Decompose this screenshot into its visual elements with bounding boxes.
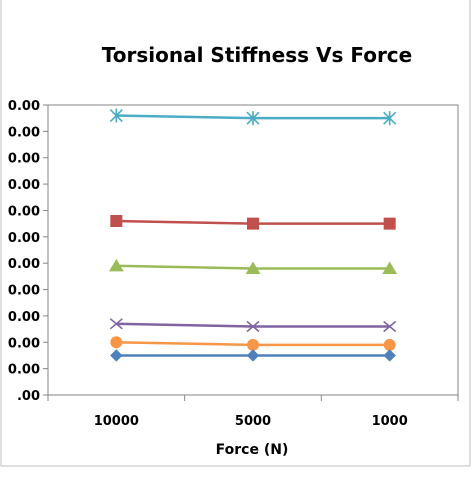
y-tick-label: 0.00: [8, 204, 40, 219]
plot-area-border: [47, 104, 459, 396]
data-series: [109, 318, 397, 333]
data-series: [110, 349, 396, 362]
x-tick-label: 5000: [235, 414, 271, 429]
data-series: [109, 108, 397, 126]
x-marker: [109, 318, 123, 330]
square-marker: [383, 217, 396, 230]
square-marker: [110, 215, 123, 227]
y-tick-label: 0.00: [8, 336, 40, 351]
x-axis-label: Force (N): [216, 442, 289, 458]
star-marker: [383, 111, 397, 126]
y-tick-label: 0.00: [8, 284, 40, 299]
star-marker: [109, 108, 123, 123]
chart-title: Torsional Stiffness Vs Force: [102, 43, 412, 67]
data-series: [110, 215, 396, 230]
series-layer: [108, 108, 398, 362]
star-marker: [246, 111, 260, 126]
y-tick-label: 0.00: [8, 310, 40, 325]
axes: .00 0.00 0.00 0.00 0.00 0.00 0.00 0.00 0.00 0.00 0…: [8, 99, 459, 429]
chart-area-border: [0, 0, 471, 467]
y-tick-label: 0.00: [8, 178, 40, 193]
x-marker: [246, 320, 260, 333]
x-tick-label: 10000: [94, 414, 139, 429]
circle-marker: [383, 338, 396, 351]
x-tick-label: 1000: [372, 414, 408, 429]
diamond-marker: [110, 349, 123, 362]
diamond-marker: [246, 349, 260, 362]
data-series: [108, 258, 398, 274]
data-series: [110, 336, 396, 351]
y-tick-label: 0.00: [8, 152, 40, 167]
square-marker: [247, 217, 259, 230]
circle-marker: [247, 338, 259, 351]
y-tick-label: .00: [17, 389, 40, 404]
y-tick-label: 0.00: [8, 125, 40, 140]
x-marker: [383, 320, 397, 333]
triangle-marker: [382, 261, 398, 274]
triangle-marker: [245, 261, 261, 274]
y-tick-label: 0.00: [8, 99, 40, 114]
circle-marker: [110, 336, 123, 349]
triangle-marker: [108, 258, 124, 272]
y-tick-label: 0.00: [8, 363, 40, 378]
y-tick-label: 0.00: [8, 231, 40, 246]
y-tick-label: 0.00: [8, 257, 40, 272]
diamond-marker: [383, 349, 396, 362]
